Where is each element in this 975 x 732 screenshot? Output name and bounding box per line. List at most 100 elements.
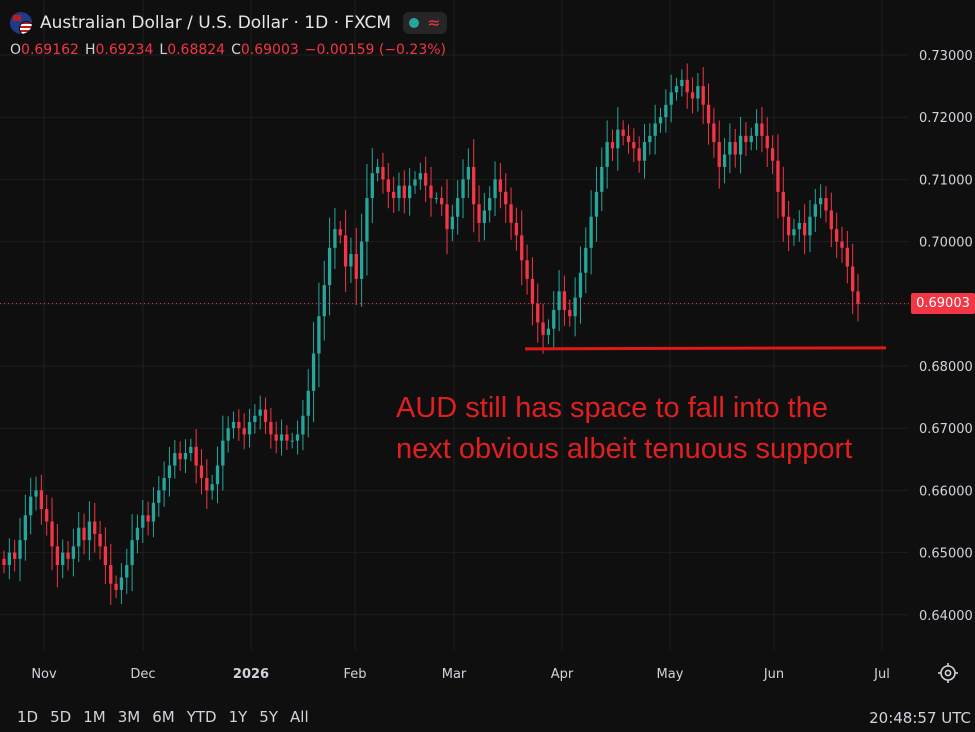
candle-body [285,434,289,441]
candle-body [333,229,337,248]
candle-body [504,191,508,205]
candle-body [808,216,812,236]
candle-body [151,502,156,522]
candle-body [642,142,647,161]
candle-body [7,552,11,566]
candle-body [274,434,278,441]
candle-body [205,477,209,491]
candle-body [733,142,737,155]
range-selector: 1D 5D 1M 3M 6M YTD 1Y 5Y All [0,708,314,726]
candle-body [658,117,663,124]
candle-body [802,222,807,236]
ohlc-legend: O0.69162 H0.69234 L0.68824 C0.69003 −0.00159… [10,42,452,58]
candle-body [418,173,422,180]
status-pill[interactable]: ≈ [403,12,447,34]
range-button-1d[interactable]: 1D [17,708,39,726]
candle-body [845,247,849,267]
candle-body [327,247,332,286]
candle-body [413,179,417,186]
range-button-3m[interactable]: 3M [117,708,141,726]
candle-body [557,291,561,311]
candle-body [717,142,721,167]
range-button-6m[interactable]: 6M [152,708,175,726]
candle-body [301,415,305,435]
candle-body [760,123,764,136]
candle-body [194,446,198,466]
candle-body [562,291,567,311]
low-label: L [159,42,168,58]
candle-body [18,540,22,559]
candle-body [466,166,471,180]
range-button-1y[interactable]: 1Y [228,708,248,726]
candle-body [568,310,572,317]
candle-body [685,79,689,93]
settings-gear-icon[interactable] [937,662,959,684]
candle-body [440,198,444,205]
symbol-title[interactable]: Australian Dollar / U.S. Dollar · 1D · F… [40,13,392,33]
candle-body [770,148,775,161]
candle-body [434,198,438,200]
change-value: −0.00159 (−0.23%) [304,42,446,58]
candle-body [728,142,732,155]
candle-body [45,509,49,522]
candle-body [813,204,817,217]
candle-body [295,434,300,441]
candle-body [621,129,625,136]
x-tick-label: Feb [343,667,366,682]
candle-body [744,135,748,143]
candle-body [680,79,684,87]
candle-body [354,254,358,279]
annotation-line-1: AUD still has space to fall into the [396,392,828,424]
y-tick-label: 0.72000 [919,111,973,126]
candle-body [584,247,588,273]
aud-usd-flag-icon [10,12,32,34]
candle-body [616,129,620,149]
candle-body [851,266,855,292]
candle-body [653,123,657,136]
candle-body [2,558,6,566]
candle-body [792,229,796,236]
candle-body [87,521,92,541]
candle-body [397,185,401,199]
candle-body [125,565,129,578]
range-button-all[interactable]: All [290,708,309,726]
range-button-5d[interactable]: 5D [50,708,72,726]
candle-body [162,477,166,491]
candle-body [578,272,583,298]
candle-body [98,533,102,547]
candle-body [71,546,76,559]
range-button-ytd[interactable]: YTD [186,708,217,726]
candle-body [754,123,759,136]
candle-body [600,166,604,192]
candle-body [749,135,753,143]
candle-body [306,390,310,416]
support-line [524,346,887,351]
candle-body [237,421,241,429]
candle-body [93,521,97,534]
range-button-5y[interactable]: 5Y [259,708,279,726]
candle-body [253,415,257,422]
candle-body [311,353,316,391]
candle-body [242,428,246,435]
candle-body [23,515,28,541]
candle-body [824,198,828,211]
bottom-toolbar: 1D 5D 1M 3M 6M YTD 1Y 5Y All 20:48:57 UTC [0,702,975,732]
candle-body [674,86,679,93]
candle-body [546,328,551,335]
candle-body [77,527,81,547]
candle-body [450,216,455,230]
x-tick-label: 2026 [233,667,269,682]
x-tick-label: May [657,667,684,682]
candle-body [13,552,17,559]
candlestick-series [2,63,860,605]
candle-body [109,565,113,584]
open-label: O [10,42,22,58]
open-value: 0.69162 [21,42,79,58]
candle-body [365,198,369,242]
range-button-1m[interactable]: 1M [83,708,106,726]
last-price-tag: 0.69003 [911,293,975,314]
utc-clock: 20:48:57 UTC [869,709,971,727]
candle-body [183,453,188,460]
y-tick-label: 0.73000 [919,49,973,64]
